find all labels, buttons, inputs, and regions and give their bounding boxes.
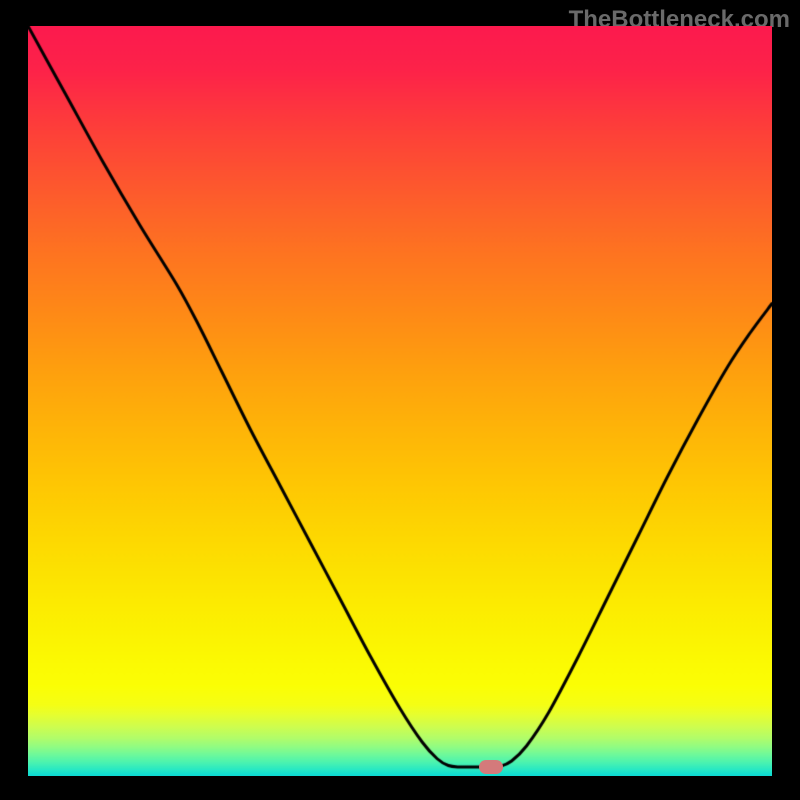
chart-container: TheBottleneck.com bbox=[0, 0, 800, 800]
bottleneck-curve bbox=[28, 26, 772, 776]
optimum-marker bbox=[479, 760, 503, 774]
plot-area bbox=[28, 26, 772, 776]
